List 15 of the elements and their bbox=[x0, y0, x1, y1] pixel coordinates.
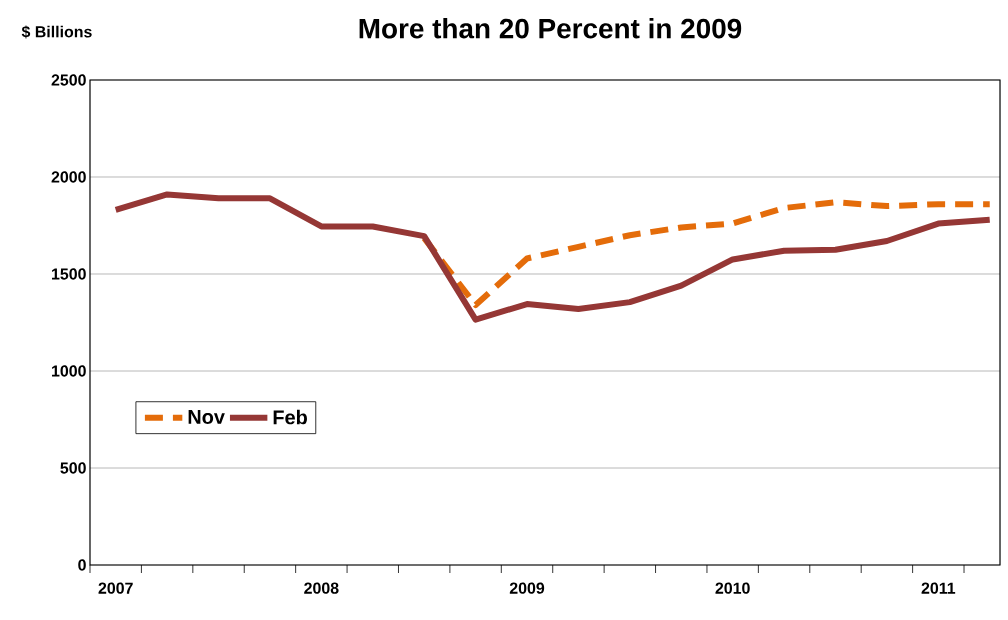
y-tick-label: 2500 bbox=[51, 74, 86, 86]
y-tick-label: 2000 bbox=[51, 171, 86, 183]
legend-label: Feb bbox=[273, 409, 307, 425]
x-tick-label: 2008 bbox=[304, 582, 339, 594]
chart-title: More than 20 Percent in 2009 bbox=[359, 18, 742, 39]
x-tick-label: 2007 bbox=[98, 582, 133, 594]
x-tick-label: 2011 bbox=[921, 582, 956, 594]
y-tick-label: 500 bbox=[60, 462, 86, 474]
x-tick-label: 2009 bbox=[509, 582, 545, 594]
y-axis-title: $ Billions bbox=[21, 25, 92, 39]
legend-label: Nov bbox=[188, 410, 225, 424]
y-tick-label: 1500 bbox=[52, 268, 86, 280]
y-tick-label: 0 bbox=[78, 559, 86, 571]
x-tick-label: 2010 bbox=[715, 582, 750, 594]
y-tick-label: 1000 bbox=[52, 365, 86, 377]
